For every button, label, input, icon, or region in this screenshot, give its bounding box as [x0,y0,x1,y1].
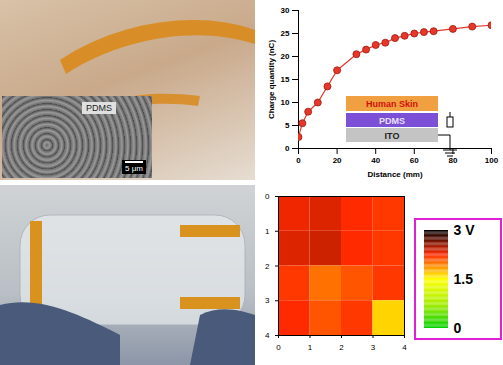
svg-text:3 V: 3 V [454,222,476,238]
svg-text:0: 0 [276,343,281,352]
svg-text:20: 20 [333,156,342,165]
svg-text:PDMS: PDMS [379,116,405,126]
svg-text:2: 2 [265,262,270,271]
svg-text:5: 5 [285,121,290,130]
svg-text:4: 4 [265,331,270,340]
svg-text:0: 0 [454,320,462,336]
svg-text:1.5: 1.5 [454,271,474,287]
svg-text:1: 1 [308,343,313,352]
html-text:PDMS: PDMS [86,103,112,113]
svg-text:Distance (mm): Distance (mm) [367,170,422,179]
svg-text:80: 80 [448,156,457,165]
svg-text:60: 60 [410,156,419,165]
svg-text:40: 40 [371,156,380,165]
svg-text:100: 100 [485,156,499,165]
svg-text:Charge quantity (nC): Charge quantity (nC) [267,40,276,119]
html-text:5 μm: 5 μm [125,164,143,173]
svg-text:25: 25 [281,29,290,38]
svg-text:1: 1 [265,227,270,236]
svg-text:15: 15 [281,75,290,84]
svg-text:ITO: ITO [385,131,400,141]
svg-text:20: 20 [281,52,290,61]
svg-text:0: 0 [265,192,270,201]
svg-text:30: 30 [281,6,290,15]
svg-text:0: 0 [296,156,301,165]
svg-text:Human Skin: Human Skin [366,99,418,109]
svg-text:0: 0 [285,144,290,153]
svg-text:3: 3 [371,343,376,352]
svg-text:4: 4 [402,343,407,352]
svg-text:3: 3 [265,296,270,305]
svg-text:2: 2 [339,343,344,352]
svg-text:10: 10 [281,98,290,107]
